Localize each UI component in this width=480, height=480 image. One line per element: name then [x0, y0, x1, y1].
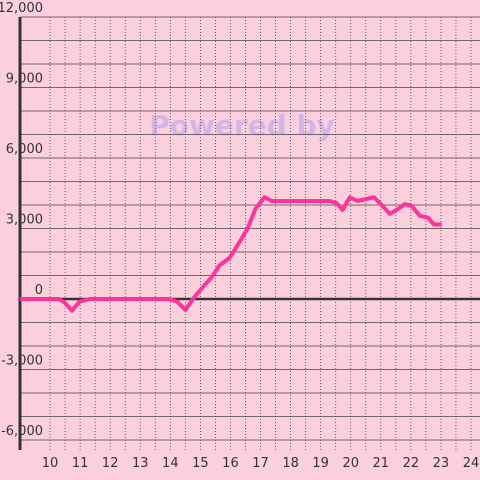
x-tick-label: 11 — [72, 456, 89, 471]
y-tick-label: -6,000 — [1, 424, 43, 439]
y-tick-label: -3,000 — [1, 354, 43, 369]
x-tick-label: 12 — [102, 456, 119, 471]
x-tick-label: 18 — [282, 456, 299, 471]
x-tick-label: 21 — [373, 456, 390, 471]
line — [20, 195, 442, 313]
x-tick-label: 17 — [252, 456, 269, 471]
x-tick-label: 14 — [162, 456, 179, 471]
y-tick-label: 9,000 — [6, 72, 43, 87]
x-tick-label: 19 — [312, 456, 329, 471]
x-tick-label: 20 — [342, 456, 359, 471]
x-tick-label: 16 — [222, 456, 239, 471]
y-tick-label: 12,000 — [0, 1, 43, 16]
x-tick-label: 10 — [42, 456, 59, 471]
watermark: Powered by — [149, 109, 335, 142]
y-tick-label: 6,000 — [6, 142, 43, 157]
x-tick-label: 13 — [132, 456, 149, 471]
x-tick-label: 23 — [433, 456, 450, 471]
x-tick-label: 24 — [463, 456, 480, 471]
x-tick-label: 22 — [403, 456, 420, 471]
x-tick-label: 15 — [192, 456, 209, 471]
y-tick-label: 3,000 — [6, 213, 43, 228]
y-tick-label: 0 — [35, 283, 43, 298]
